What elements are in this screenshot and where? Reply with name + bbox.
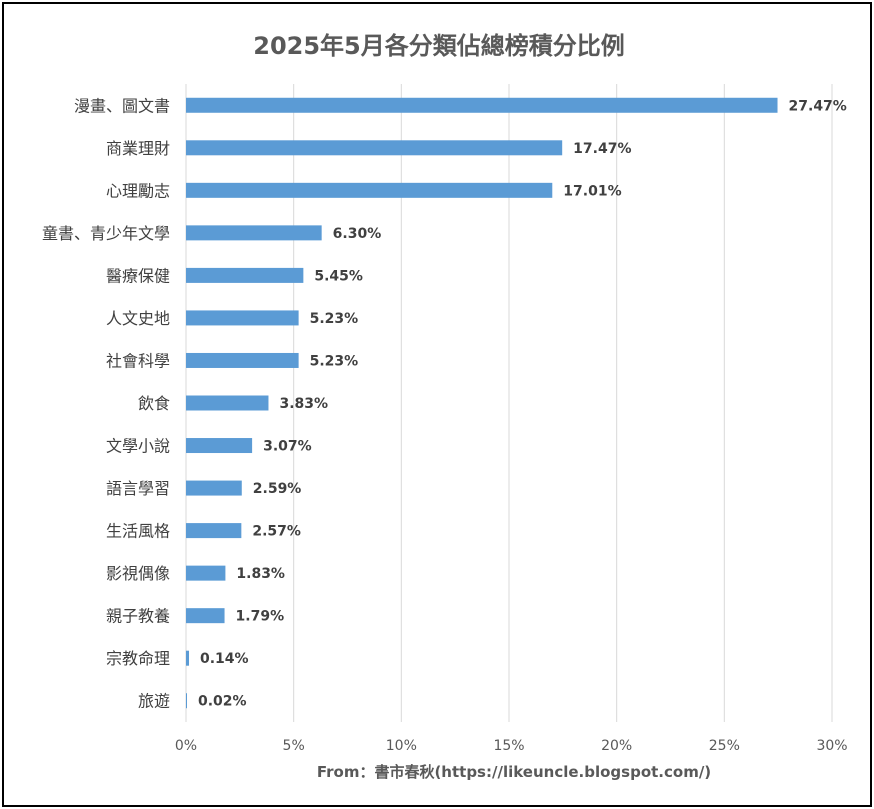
chart-title: 2025年5月各分類佔總榜積分比例 (253, 32, 625, 60)
bar (186, 352, 299, 368)
category-label: 影視偶像 (106, 564, 170, 583)
bar (186, 97, 778, 113)
data-label: 2.59% (253, 481, 302, 497)
bar (186, 650, 190, 666)
data-label: 17.47% (573, 141, 631, 157)
category-label: 語言學習 (106, 479, 170, 498)
data-label: 5.23% (310, 353, 359, 369)
data-label: 0.14% (200, 651, 249, 667)
category-label: 生活風格 (106, 522, 170, 541)
data-label: 2.57% (252, 524, 301, 540)
category-label: 旅遊 (138, 692, 170, 711)
category-label: 人文史地 (106, 309, 170, 328)
x-tick-label: 10% (386, 738, 417, 754)
category-label: 飲食 (138, 394, 170, 413)
bar (186, 267, 304, 283)
data-label: 3.83% (279, 396, 328, 412)
x-tick-label: 20% (601, 738, 632, 754)
data-label: 5.23% (310, 311, 359, 327)
category-label: 親子教養 (106, 607, 170, 626)
category-label: 童書、青少年文學 (42, 224, 170, 243)
category-label: 宗教命理 (106, 649, 170, 668)
bar-chart: 0% 5% 10% 15% 20% 25% 30% 漫畫、圖文書 27.47% 商業理財 17.47… (42, 84, 848, 754)
bar (186, 480, 242, 496)
data-label: 5.45% (314, 268, 363, 284)
bar (186, 395, 269, 411)
data-label: 17.01% (563, 183, 621, 199)
source-footer: From：書市春秋(https://likeuncle.blogspot.com… (316, 763, 712, 781)
x-tick-label: 15% (493, 738, 524, 754)
x-tick-label: 0% (175, 738, 197, 754)
data-label: 1.83% (236, 566, 285, 582)
bar (186, 523, 242, 539)
bar (186, 310, 299, 326)
category-label: 心理勵志 (106, 181, 170, 200)
bar (186, 693, 187, 709)
x-tick-label: 30% (816, 738, 847, 754)
data-label: 0.02% (198, 694, 247, 710)
bar (186, 140, 563, 156)
category-label: 商業理財 (106, 139, 170, 158)
bar (186, 182, 553, 198)
bar (186, 565, 226, 581)
x-tick-label: 25% (709, 738, 740, 754)
x-tick-label: 5% (283, 738, 305, 754)
category-label: 社會科學 (106, 351, 170, 370)
data-label: 3.07% (263, 439, 312, 455)
data-label: 6.30% (333, 226, 382, 242)
category-label: 醫療保健 (106, 266, 170, 285)
data-label: 1.79% (236, 609, 285, 625)
bar (186, 225, 322, 241)
bar (186, 438, 253, 454)
category-label: 漫畫、圖文書 (74, 96, 170, 115)
data-label: 27.47% (789, 98, 847, 114)
bar (186, 608, 225, 624)
category-label: 文學小說 (106, 437, 170, 456)
